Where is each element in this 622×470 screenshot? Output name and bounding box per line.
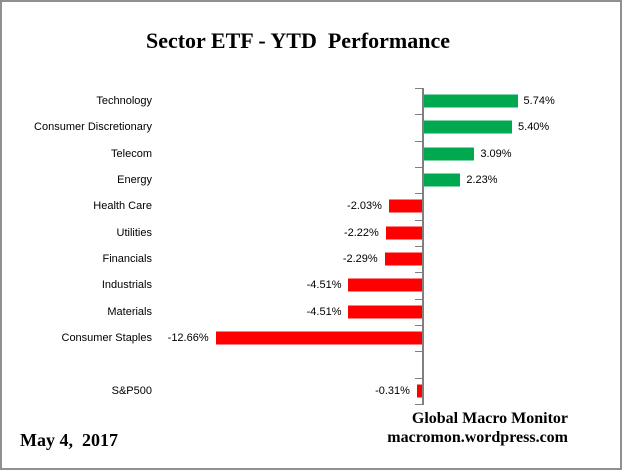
axis-tick	[415, 325, 422, 326]
bar	[416, 384, 422, 398]
value-label: -2.22%	[343, 226, 379, 239]
axis-tick	[415, 193, 422, 194]
value-label: -4.51%	[306, 305, 342, 318]
axis-tick	[415, 114, 422, 115]
bar	[348, 278, 422, 292]
value-label: -12.66%	[167, 332, 209, 345]
axis-tick	[415, 404, 422, 405]
axis-tick	[415, 88, 422, 89]
chart-row: Technology 5.74%	[2, 88, 620, 114]
category-label: Consumer Staples	[61, 332, 153, 345]
bar	[215, 331, 422, 345]
bar	[388, 199, 422, 213]
axis-tick	[415, 220, 422, 221]
chart-row: Energy 2.23%	[2, 167, 620, 193]
axis-tick	[415, 246, 422, 247]
category-label: Telecom	[111, 147, 152, 160]
category-label: Financials	[102, 253, 152, 266]
value-label: 5.74%	[523, 95, 555, 108]
credit-line-2: macromon.wordpress.com	[387, 429, 568, 446]
category-label: S&P500	[111, 384, 152, 397]
axis-tick	[415, 167, 422, 168]
category-label: Technology	[96, 95, 152, 108]
bar	[424, 173, 461, 187]
value-label: -2.29%	[342, 253, 378, 266]
axis-tick	[415, 299, 422, 300]
credit-line-1: Global Macro Monitor	[411, 410, 568, 427]
value-label: 2.23%	[466, 174, 498, 187]
axis-tick	[415, 351, 422, 352]
category-label	[2, 351, 152, 377]
chart-row	[2, 351, 620, 377]
chart-row: Utilities -2.22%	[2, 220, 620, 246]
bar	[424, 120, 513, 134]
value-label: -4.51%	[306, 279, 342, 292]
chart-row: Industrials -4.51%	[2, 272, 620, 298]
category-label: Health Care	[93, 200, 152, 213]
category-label: Consumer Discretionary	[34, 121, 152, 134]
date-label: May 4, 2017	[20, 430, 118, 450]
category-label: Materials	[107, 305, 152, 318]
credit-block: Global Macro Monitor macromon.wordpress.…	[387, 409, 568, 447]
chart-row: Financials -2.29%	[2, 246, 620, 272]
bar	[348, 305, 422, 319]
bar	[384, 252, 422, 266]
value-label: 3.09%	[480, 147, 512, 160]
chart-row: Consumer Staples -12.66%	[2, 325, 620, 351]
chart-title: Sector ETF - YTD Performance	[145, 28, 451, 53]
category-label: Utilities	[116, 226, 152, 239]
y-axis-line	[422, 88, 424, 405]
axis-tick	[415, 378, 422, 379]
chart-row: Health Care -2.03%	[2, 193, 620, 219]
bar	[424, 94, 518, 108]
value-label: -0.31%	[375, 384, 410, 397]
value-label: -2.03%	[347, 200, 382, 213]
chart-row: Telecom 3.09%	[2, 141, 620, 167]
category-label: Industrials	[101, 279, 152, 292]
bar	[424, 147, 475, 161]
axis-tick	[415, 141, 422, 142]
category-label: Energy	[117, 174, 152, 187]
chart-row: Materials -4.51%	[2, 299, 620, 325]
chart-row: Consumer Discretionary 5.40%	[2, 114, 620, 140]
axis-tick	[415, 272, 422, 273]
bar	[385, 226, 422, 240]
chart-row: S&P500 -0.31%	[2, 378, 620, 404]
value-label: 5.40%	[518, 121, 550, 134]
